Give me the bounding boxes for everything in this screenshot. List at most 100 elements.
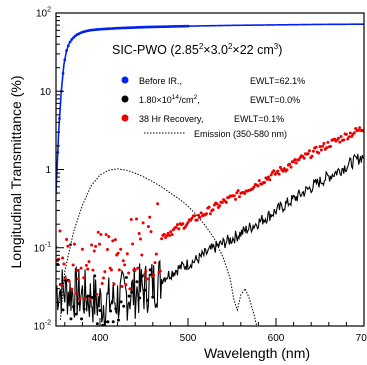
series-point-recovery — [136, 266, 140, 270]
series-point-recovery — [59, 283, 63, 287]
series-point-recovery — [109, 268, 113, 272]
series-point-irradiated — [151, 295, 155, 299]
series-point-recovery — [70, 287, 74, 291]
x-axis-label: Wavelength (nm) — [204, 345, 310, 361]
series-line-irradiated — [56, 153, 364, 326]
x-tick-label: 600 — [268, 333, 285, 344]
series-point-recovery — [325, 146, 329, 150]
series-point-recovery — [105, 247, 109, 251]
series-point-recovery — [181, 222, 185, 226]
series-point-irradiated — [146, 298, 150, 302]
series-point-recovery — [272, 169, 276, 173]
series-point-recovery — [236, 189, 240, 193]
y-tick-label: 1 — [45, 165, 51, 176]
y-axis-label: Longitudinal Transmittance (%) — [8, 76, 24, 269]
series-point-recovery — [100, 282, 104, 286]
series-point-irradiated — [114, 307, 118, 311]
series-point-recovery — [140, 253, 144, 257]
series-point-recovery — [285, 168, 289, 172]
series-point-recovery — [269, 173, 273, 177]
series-point-recovery — [127, 271, 131, 275]
series-point-before — [65, 49, 68, 53]
series-point-recovery — [170, 233, 174, 237]
series-point-recovery — [317, 151, 321, 155]
series-point-recovery — [80, 247, 84, 251]
series-point-recovery — [344, 132, 348, 136]
series-point-before — [68, 40, 72, 44]
y-tick-label: 10 — [40, 87, 52, 98]
series-point-recovery — [168, 233, 172, 237]
series-point-recovery — [319, 148, 323, 152]
legend-value-irradiated: EWLT=0.0% — [250, 95, 300, 105]
series-point-before — [61, 71, 65, 75]
series-point-recovery — [218, 204, 222, 208]
legend: Before IR., EWLT=62.1% 1.80×1014/cm2, EW… — [121, 76, 305, 139]
series-point-irradiated — [109, 309, 113, 313]
series-point-recovery — [82, 276, 86, 280]
series-point-recovery — [75, 268, 79, 272]
series-point-recovery — [125, 252, 129, 256]
series-point-recovery — [92, 249, 96, 253]
series-point-irradiated — [61, 308, 65, 312]
series-point-recovery — [220, 200, 224, 204]
series-point-recovery — [103, 270, 107, 274]
legend-label-recovery: 38 Hr Recovery, — [139, 114, 203, 124]
series-point-recovery — [174, 225, 178, 229]
x-tick-label: 500 — [180, 333, 197, 344]
series-point-recovery — [96, 230, 100, 234]
series-point-recovery — [318, 145, 322, 149]
series-point-recovery — [252, 185, 256, 189]
series-point-recovery — [342, 138, 346, 142]
series-point-recovery — [189, 218, 193, 222]
series-point-recovery — [83, 296, 87, 300]
series-point-recovery — [123, 263, 127, 267]
series-point-irradiated — [103, 320, 107, 324]
series-point-recovery — [146, 225, 150, 229]
series-point-irradiated — [140, 274, 144, 278]
series-point-recovery — [71, 263, 75, 267]
series-point-recovery — [311, 149, 315, 153]
series-point-irradiated — [127, 294, 131, 298]
series-point-recovery — [352, 131, 356, 135]
series-point-recovery — [177, 227, 181, 231]
series-point-irradiated — [93, 274, 97, 278]
x-tick-label: 700 — [356, 333, 367, 344]
series-point-irradiated — [111, 320, 115, 324]
series-point-recovery — [347, 135, 351, 139]
series-point-recovery — [119, 247, 123, 251]
series-point-recovery — [314, 145, 318, 149]
series-point-recovery — [154, 252, 158, 256]
series-point-recovery — [128, 287, 132, 291]
series-point-recovery — [104, 233, 108, 237]
series-point-recovery — [102, 276, 106, 280]
series-point-recovery — [257, 179, 261, 183]
series-point-irradiated — [95, 322, 99, 326]
chart-title: SIC-PWO (2.852×3.02×22 cm3) — [112, 42, 282, 57]
series-point-recovery — [321, 144, 325, 148]
series-point-recovery — [346, 137, 350, 141]
series-point-recovery — [169, 230, 173, 234]
series-point-before — [56, 151, 60, 154]
series-point-recovery — [307, 149, 311, 153]
series-point-recovery — [277, 172, 281, 176]
series-point-irradiated — [82, 307, 86, 311]
series-point-recovery — [198, 216, 202, 220]
series-point-recovery — [78, 297, 82, 301]
series-point-recovery — [302, 156, 306, 160]
series-point-recovery — [339, 134, 343, 138]
series-point-before — [63, 58, 67, 62]
series-point-irradiated — [72, 305, 76, 309]
y-tick-label: 10-2 — [34, 320, 51, 333]
series-point-recovery — [256, 184, 260, 188]
series-point-recovery — [190, 216, 194, 220]
series-point-recovery — [61, 256, 65, 260]
series-point-recovery — [107, 235, 111, 239]
series-point-recovery — [74, 291, 78, 295]
series-point-recovery — [294, 161, 298, 165]
series-point-recovery — [293, 158, 297, 162]
series-point-recovery — [137, 231, 141, 235]
series-point-recovery — [193, 214, 197, 218]
series-point-recovery — [158, 269, 162, 273]
series-point-irradiated — [116, 318, 120, 322]
series-point-recovery — [288, 162, 292, 166]
